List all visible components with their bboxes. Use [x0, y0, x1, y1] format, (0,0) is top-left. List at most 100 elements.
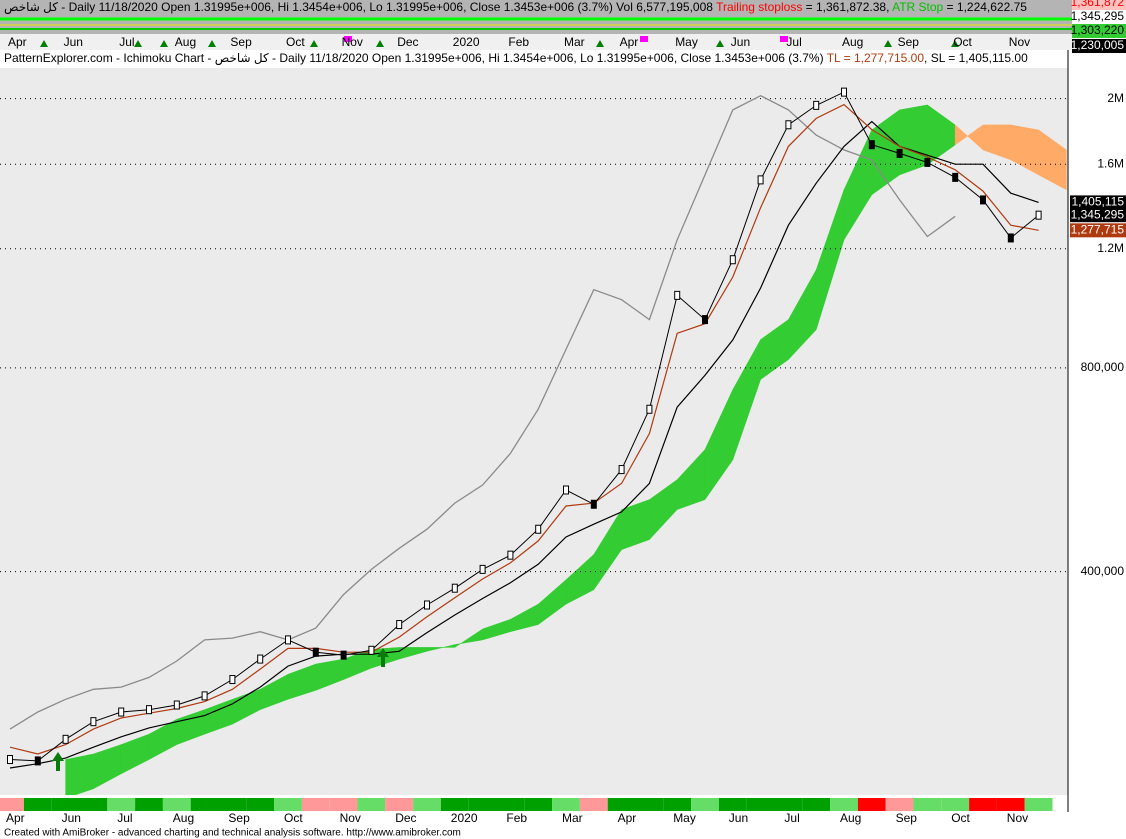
candle: [702, 315, 708, 325]
candle: [813, 100, 820, 110]
strip-month-label: Mar: [564, 35, 585, 49]
candle: [34, 756, 41, 766]
x-tick-label: Oct: [284, 811, 303, 825]
ribbon-segment: [329, 798, 358, 811]
ribbon-segment: [301, 798, 330, 811]
strip-month-label: Nov: [342, 35, 363, 49]
x-tick-label: Jul: [117, 811, 132, 825]
ribbon-segment: [691, 798, 719, 811]
ribbon-segment: [857, 798, 886, 811]
candle: [312, 647, 319, 657]
candle: [173, 700, 180, 710]
x-tick-label: Jul: [784, 811, 799, 825]
strip-month-label: Feb: [508, 35, 529, 49]
ribbon-segment: [190, 798, 219, 811]
candle: [257, 654, 264, 664]
ribbon-segment: [718, 798, 747, 811]
x-tick-label: Apr: [6, 811, 25, 825]
ribbon-segment: [0, 798, 24, 811]
candle: [757, 175, 764, 185]
candle: [451, 583, 458, 593]
ribbon-segment: [468, 798, 497, 811]
price-label: 1,345,295: [1071, 9, 1125, 23]
ribbon-segment: [607, 798, 636, 811]
x-tick-label: Aug: [840, 811, 861, 825]
strip-month-label: Sep: [230, 35, 252, 49]
strip-month-label: Sep: [898, 35, 920, 49]
candle: [507, 550, 514, 560]
candle: [896, 148, 903, 158]
ribbon-segment: [162, 798, 191, 811]
x-tick-label: Sep: [228, 811, 250, 825]
strip-month-label: Apr: [620, 35, 639, 49]
ribbon-segment: [79, 798, 108, 811]
strip-month-label: Nov: [1009, 35, 1030, 49]
strip-month-label: 2020: [453, 35, 480, 49]
candle: [590, 499, 597, 509]
strip-month-label: Aug: [175, 35, 196, 49]
header-alert: ATR Stop: [892, 0, 943, 14]
value-label-box: [1070, 208, 1126, 223]
ribbon-segment: [496, 798, 525, 811]
strip-month-label: Apr: [8, 35, 27, 49]
candle: [563, 485, 569, 495]
y-tick-label: 1.2M: [1097, 241, 1124, 255]
x-tick-label: Nov: [1007, 811, 1028, 825]
candle: [841, 87, 847, 97]
strip-month-label: Jul: [119, 35, 134, 49]
ribbon-segment: [413, 798, 441, 811]
candle: [1007, 233, 1014, 243]
ribbon-segment: [830, 798, 858, 811]
ribbon-segment: [996, 798, 1025, 811]
price-label: 1,361,872: [1071, 0, 1125, 9]
header-alert: = 1,224,622.75: [943, 0, 1027, 14]
ribbon-segment: [635, 798, 664, 811]
candle: [90, 717, 97, 727]
candle: [340, 650, 347, 660]
ribbon-segment: [663, 798, 692, 811]
candle: [146, 705, 152, 715]
ribbon-segment: [107, 798, 136, 811]
x-tick-label: Feb: [506, 811, 527, 825]
ribbon-segment: [23, 798, 52, 811]
ribbon-segment: [774, 798, 803, 811]
candle: [285, 635, 291, 645]
candle: [201, 691, 208, 701]
candle: [62, 734, 69, 744]
cloud-segment: [899, 104, 928, 176]
ribbon-segment: [524, 798, 553, 811]
x-tick-label: Dec: [395, 811, 416, 825]
ribbon-segment: [885, 798, 914, 811]
strip-axis-background: [0, 34, 1072, 50]
plot-background: [0, 68, 1068, 795]
strip-month-label: Jun: [64, 35, 83, 49]
candle: [118, 707, 125, 717]
status-item: TL = 1,277,715.00: [827, 51, 925, 65]
x-tick-label: Apr: [618, 811, 637, 825]
price-line: [9, 91, 1039, 762]
ribbon-segment: [552, 798, 580, 811]
x-tick-label: Mar: [562, 811, 583, 825]
candle: [368, 645, 375, 655]
y-tick-label: 400,000: [1081, 564, 1125, 578]
ribbon-segment: [913, 798, 942, 811]
plot-layer: [0, 87, 1068, 795]
axis-background: [1068, 50, 1126, 839]
x-tick-label: Sep: [896, 811, 918, 825]
header: كل شاخص - Daily 11/18/2020 Open 1.31995e…: [4, 0, 1027, 15]
ribbon-segment: [246, 798, 275, 811]
x-tick-label: May: [673, 811, 696, 825]
signal-arrows: [52, 648, 389, 771]
candle: [980, 195, 986, 205]
y-tick-label: 1.6M: [1097, 156, 1124, 170]
candle: [479, 564, 486, 574]
candle: [7, 755, 13, 765]
candle: [674, 290, 681, 300]
strip-arrows: [40, 40, 959, 47]
strip-month-label: Dec: [397, 35, 418, 49]
y-tick-label: 800,000: [1081, 360, 1125, 374]
price-label: 1,303,220: [1071, 23, 1125, 37]
x-tick-label: Oct: [951, 811, 970, 825]
